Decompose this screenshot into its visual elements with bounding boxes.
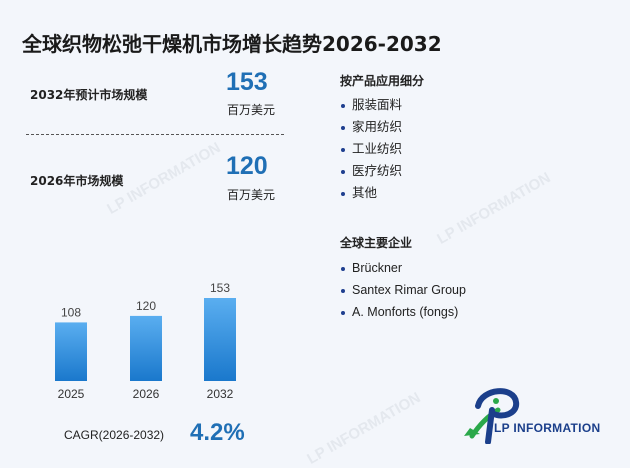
- current-size-unit: 百万美元: [227, 188, 276, 202]
- x-tick-label: 2026: [133, 387, 160, 401]
- bar-2032: [204, 298, 236, 381]
- list-item: A. Monforts (fongs): [340, 301, 466, 323]
- forecast-size-unit: 百万美元: [227, 103, 276, 117]
- logo-text: LP INFORMATION: [494, 421, 601, 435]
- list-item: Brückner: [340, 257, 466, 279]
- bar-value-label: 153: [210, 281, 230, 295]
- lp-information-logo: [464, 388, 520, 444]
- cagr-label: CAGR(2026-2032): [64, 428, 165, 442]
- cagr-value: 4.2%: [190, 419, 245, 446]
- forecast-size-label: 2032年预计市场规模: [30, 88, 148, 102]
- current-size-label: 2026年市场规模: [30, 174, 124, 188]
- x-tick-label: 2025: [58, 387, 85, 401]
- companies-heading: 全球主要企业: [340, 236, 413, 250]
- list-item: 其他: [340, 182, 402, 204]
- forecast-size-value: 153: [226, 68, 268, 96]
- list-item: 工业纺织: [340, 138, 402, 160]
- bar-value-label: 120: [136, 299, 156, 313]
- applications-list: 服装面料 家用纺织 工业纺织 医疗纺织 其他: [340, 94, 402, 204]
- list-item: 医疗纺织: [340, 160, 402, 182]
- list-item: 服装面料: [340, 94, 402, 116]
- x-tick-label: 2032: [207, 387, 234, 401]
- companies-list: Brückner Santex Rimar Group A. Monforts …: [340, 257, 466, 323]
- applications-heading: 按产品应用细分: [340, 74, 425, 88]
- divider: [26, 134, 284, 135]
- bar-2025: [55, 322, 87, 381]
- bar-2026: [130, 315, 162, 381]
- current-size-value: 120: [226, 152, 268, 180]
- bar-value-label: 108: [61, 305, 81, 319]
- list-item: 家用纺织: [340, 116, 402, 138]
- page-title: 全球织物松弛干燥机市场增长趋势2026-2032: [22, 32, 442, 56]
- list-item: Santex Rimar Group: [340, 279, 466, 301]
